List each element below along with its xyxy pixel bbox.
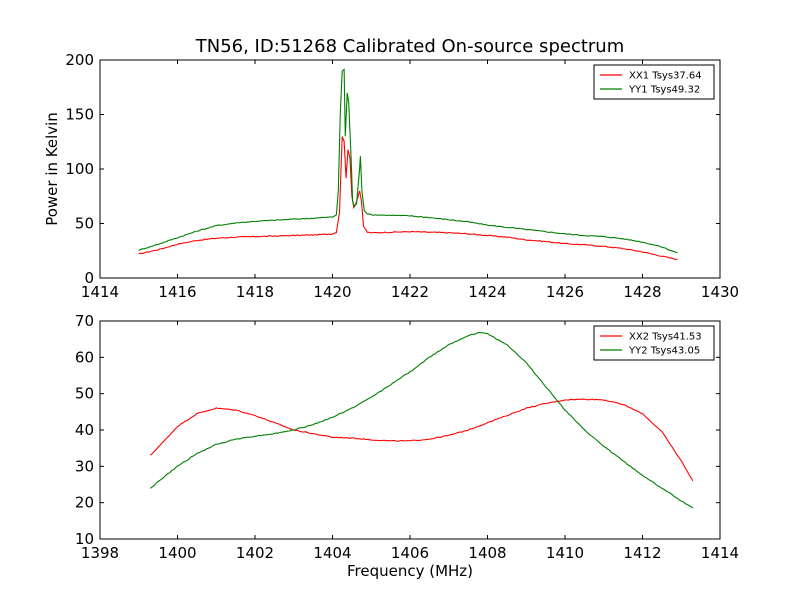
bottom-xtick-label: 1404 [313, 544, 351, 562]
bottom-xtick-label: 1398 [81, 544, 119, 562]
bottom-xtick-label: 1408 [468, 544, 506, 562]
bottom-series-yy-line [150, 332, 694, 509]
top-ytick-label: 100 [65, 160, 94, 178]
top-legend-label: XX1 Tsys37.64 [629, 71, 702, 82]
bottom-legend-label: YY2 Tsys43.05 [628, 346, 700, 357]
top-ylabel: Power in Kelvin [43, 112, 61, 226]
bottom-xtick-label: 1406 [391, 544, 429, 562]
chart-title: TN56, ID:51268 Calibrated On-source spec… [195, 36, 625, 57]
bottom-xtick-label: 1400 [158, 544, 196, 562]
bottom-ytick-label: 70 [75, 312, 94, 330]
bottom-xtick-label: 1410 [546, 544, 584, 562]
top-legend [593, 64, 715, 100]
top-series-xx-line [138, 136, 678, 261]
bottom-xtick-label: 1414 [701, 544, 739, 562]
bottom-ytick-label: 60 [75, 348, 94, 366]
bottom-ytick-label: 40 [75, 421, 94, 439]
top-xtick-label: 1416 [158, 283, 196, 301]
bottom-ytick-label: 20 [75, 494, 94, 512]
top-xtick-label: 1420 [313, 283, 351, 301]
bottom-panel: Frequency (MHz) 1398 1400 1402 1404 1406 1408… [75, 312, 739, 580]
bottom-series-xx-line [150, 398, 694, 482]
bottom-legend-label: XX2 Tsys41.53 [629, 332, 702, 343]
bottom-ytick-label: 50 [75, 385, 94, 403]
bottom-ytick-label: 10 [75, 530, 94, 548]
top-xtick-label: 1426 [546, 283, 584, 301]
top-xtick-label: 1414 [81, 283, 119, 301]
bottom-xtick-label: 1412 [623, 544, 661, 562]
top-ytick-label: 50 [75, 215, 94, 233]
top-ytick-label: 200 [65, 51, 94, 69]
top-xtick-label: 1418 [236, 283, 274, 301]
bottom-xlabel: Frequency (MHz) [347, 562, 473, 580]
bottom-legend [593, 325, 715, 361]
top-ytick-label: 0 [84, 269, 94, 287]
top-xtick-label: 1430 [701, 283, 739, 301]
top-xtick-label: 1428 [623, 283, 661, 301]
top-ytick-label: 150 [65, 106, 94, 124]
bottom-xtick-label: 1402 [236, 544, 274, 562]
top-xtick-label: 1424 [468, 283, 506, 301]
top-series-yy-line [138, 68, 678, 254]
top-panel: Power in Kelvin 1414 1416 1418 1420 1422 1424… [43, 51, 739, 301]
top-xtick-label: 1422 [391, 283, 429, 301]
top-legend-label: YY1 Tsys49.32 [628, 85, 700, 96]
bottom-ytick-label: 30 [75, 457, 94, 475]
